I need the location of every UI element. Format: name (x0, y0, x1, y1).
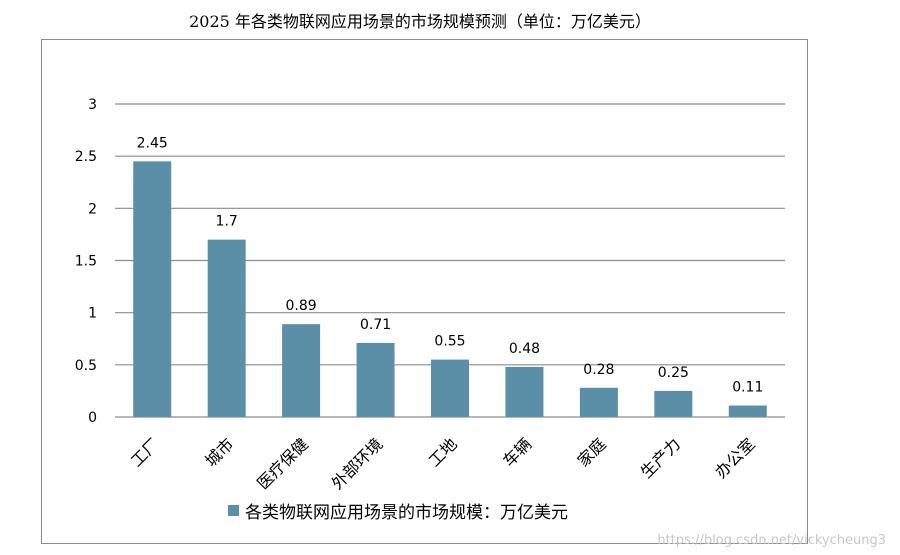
y-tick-label: 0.5 (75, 358, 97, 374)
x-tick-label: 工地 (425, 434, 461, 470)
bar (728, 405, 767, 417)
data-label: 2.45 (137, 135, 168, 151)
y-tick-label: 3 (88, 97, 97, 113)
watermark-text: https://blog.csdn.net/vickycheung3 (657, 533, 886, 548)
bar (207, 239, 246, 417)
bar (579, 387, 618, 417)
data-label: 0.71 (360, 317, 391, 333)
y-tick-label: 1.5 (75, 254, 97, 270)
chart-title: 2025 年各类物联网应用场景的市场规模预测（单位：万亿美元） (189, 12, 651, 31)
chart-legend: 各类物联网应用场景的市场规模：万亿美元 (228, 498, 568, 523)
x-tick-label: 城市 (201, 434, 237, 470)
y-tick-label: 0 (88, 410, 97, 426)
data-label: 0.11 (732, 380, 763, 396)
data-label: 1.7 (216, 214, 238, 230)
data-label: 0.55 (434, 334, 465, 350)
data-label: 0.25 (658, 365, 689, 381)
bar (282, 324, 321, 417)
bar (133, 161, 172, 417)
x-tick-label: 医疗保健 (253, 434, 312, 493)
bar (356, 342, 395, 417)
y-tick-label: 1 (88, 306, 97, 322)
data-label: 0.28 (583, 362, 614, 378)
y-tick-label: 2.5 (75, 149, 97, 165)
chart-frame (41, 39, 808, 544)
y-tick-label: 2 (88, 201, 97, 217)
bar (431, 359, 469, 417)
bar (654, 390, 693, 417)
bar (505, 366, 544, 417)
x-tick-label: 车辆 (499, 434, 535, 470)
x-tick-label: 工厂 (127, 434, 163, 470)
x-tick-label: 办公室 (711, 434, 758, 481)
legend-swatch (228, 505, 239, 516)
legend-label: 各类物联网应用场景的市场规模：万亿美元 (245, 503, 568, 523)
data-label: 0.48 (509, 341, 540, 357)
data-label: 0.89 (286, 298, 317, 314)
x-tick-label: 家庭 (574, 434, 610, 470)
x-tick-label: 生产力 (637, 434, 684, 481)
x-tick-label: 外部环境 (328, 434, 387, 493)
